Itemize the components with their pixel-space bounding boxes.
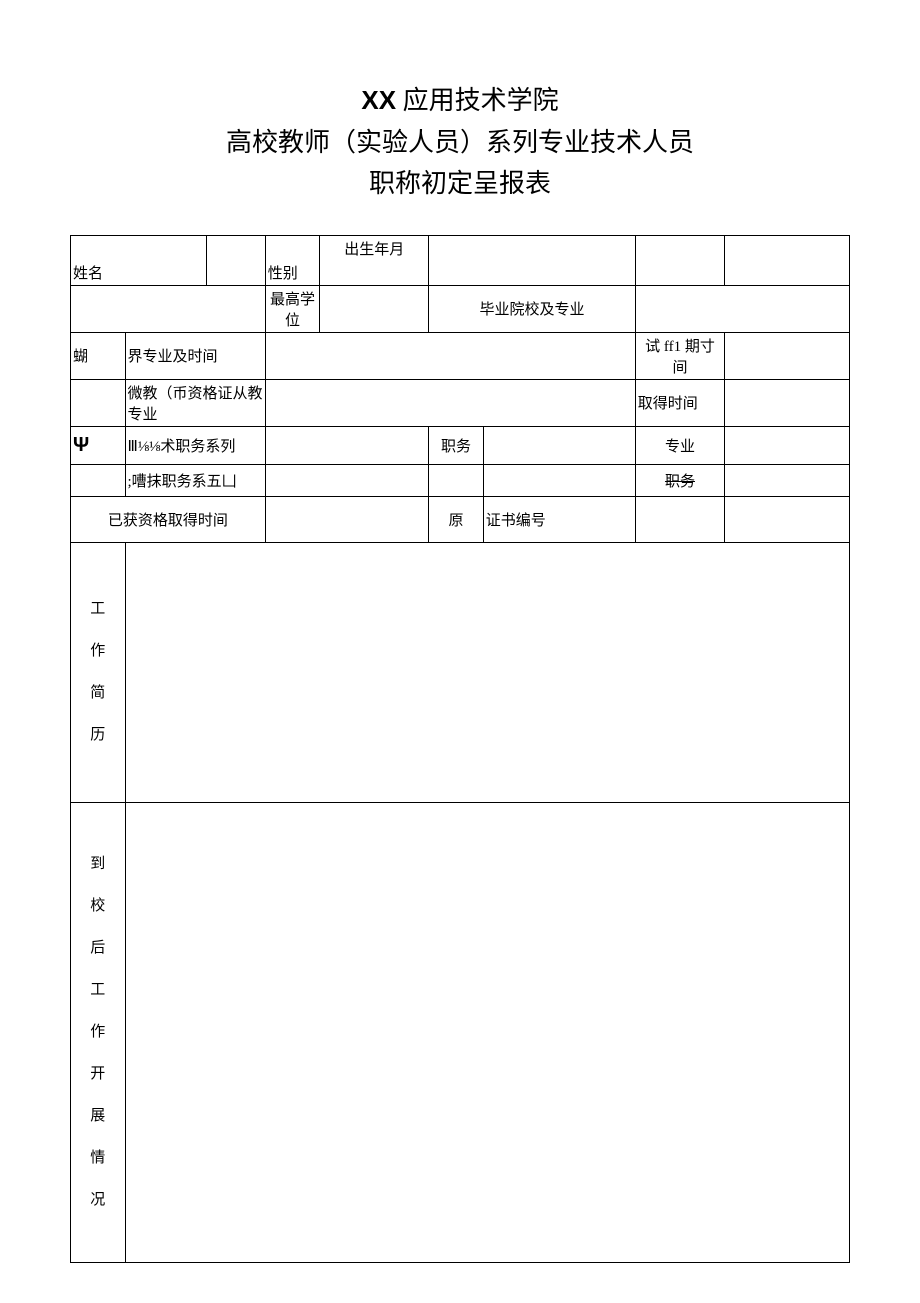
label-gender: 性别 [265,235,320,285]
label-cert-no: 证书编号 [483,496,635,542]
label-after-school: 到 校 后 工 作 开 展 情 况 [71,802,126,1262]
label-psi: Ψ [71,426,126,464]
label-major: 界专业及时间 [125,332,265,379]
value-cert-major [265,379,635,426]
value-position-2 [725,464,850,496]
title-xx: XX [361,85,396,115]
row-qualification: 已获资格取得时间 原 证书编号 [71,496,850,542]
as-3: 工 [71,969,125,1011]
wh-1: 作 [71,630,125,672]
as-4: 作 [71,1011,125,1053]
blank-4 [71,379,126,426]
label-position: 职务 [429,426,484,464]
blank-3 [71,285,266,332]
value-work-history [125,542,849,802]
label-obtain-time: 取得时间 [635,379,725,426]
label-hu: 蝴 [71,332,126,379]
blank-7 [483,464,635,496]
blank-5 [71,464,126,496]
value-tech-series [265,426,429,464]
row-position: Ψ Ⅲ⅛⅛术职务系列 职务 专业 [71,426,850,464]
row-degree: 最高学位 毕业院校及专业 [71,285,850,332]
blank-2 [725,235,850,285]
title-block: XX 应用技术学院 高校教师（实验人员）系列专业技术人员 职称初定呈报表 [70,80,850,205]
value-qual-time [265,496,429,542]
value-birth [429,235,635,285]
row-cert: 微教（币资格证从教专业 取得时间 [71,379,850,426]
row-position-2: ;嘈抹职务系五⼐ 职务 [71,464,850,496]
label-school: 毕业院校及专业 [429,285,635,332]
blank-1 [635,235,725,285]
label-tech-series: Ⅲ⅛⅛术职务系列 [125,426,265,464]
label-series-2: ;嘈抹职务系五⼐ [125,464,265,496]
value-school [635,285,849,332]
label-original: 原 [429,496,484,542]
label-cert-major: 微教（币资格证从教专业 [125,379,265,426]
label-position-strike: 职务 [635,464,725,496]
row-work-history: 工 作 简 历 [71,542,850,802]
value-obtain-time [725,379,850,426]
as-0: 到 [71,843,125,885]
wh-2: 简 [71,672,125,714]
value-series-2 [265,464,429,496]
as-5: 开 [71,1053,125,1095]
value-major [265,332,635,379]
value-cert-no [725,496,850,542]
title-line-3: 职称初定呈报表 [70,163,850,205]
value-degree [320,285,429,332]
as-2: 后 [71,927,125,969]
label-trial-period: 试 ff1 期寸间 [635,332,725,379]
label-specialty: 专业 [635,426,725,464]
label-birth: 出生年月 [320,235,429,285]
blank-8 [635,496,725,542]
row-name: 姓名 性别 出生年月 [71,235,850,285]
row-after-school: 到 校 后 工 作 开 展 情 况 [71,802,850,1262]
label-degree: 最高学位 [265,285,320,332]
value-name [207,235,265,285]
blank-6 [429,464,484,496]
wh-0: 工 [71,588,125,630]
as-8: 况 [71,1179,125,1221]
row-major-time: 蝴 界专业及时间 试 ff1 期寸间 [71,332,850,379]
value-after-school [125,802,849,1262]
value-trial-period [725,332,850,379]
label-work-history: 工 作 简 历 [71,542,126,802]
wh-3: 历 [71,714,125,756]
value-specialty [725,426,850,464]
title-line-2: 高校教师（实验人员）系列专业技术人员 [70,122,850,164]
title-rest: 应用技术学院 [396,86,559,115]
as-1: 校 [71,885,125,927]
label-qual-time: 已获资格取得时间 [71,496,266,542]
as-7: 情 [71,1137,125,1179]
as-6: 展 [71,1095,125,1137]
form-table: 姓名 性别 出生年月 最高学位 毕业院校及专业 蝴 界专业及时间 试 ff1 期… [70,235,850,1263]
label-name: 姓名 [71,235,207,285]
title-line-1: XX 应用技术学院 [70,80,850,122]
value-position [483,426,635,464]
